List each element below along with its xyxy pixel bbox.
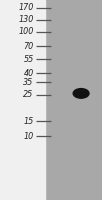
Text: 100: 100: [18, 27, 34, 36]
Bar: [0, 0, 45, 200]
Text: 170: 170: [18, 3, 34, 12]
Text: 15: 15: [23, 117, 34, 126]
Text: 10: 10: [23, 132, 34, 141]
Text: 35: 35: [23, 78, 34, 87]
Ellipse shape: [73, 89, 89, 98]
Text: 70: 70: [23, 42, 34, 51]
Text: 25: 25: [23, 90, 34, 99]
Text: 130: 130: [18, 16, 34, 24]
Text: 55: 55: [23, 55, 34, 64]
Text: 40: 40: [23, 69, 34, 78]
